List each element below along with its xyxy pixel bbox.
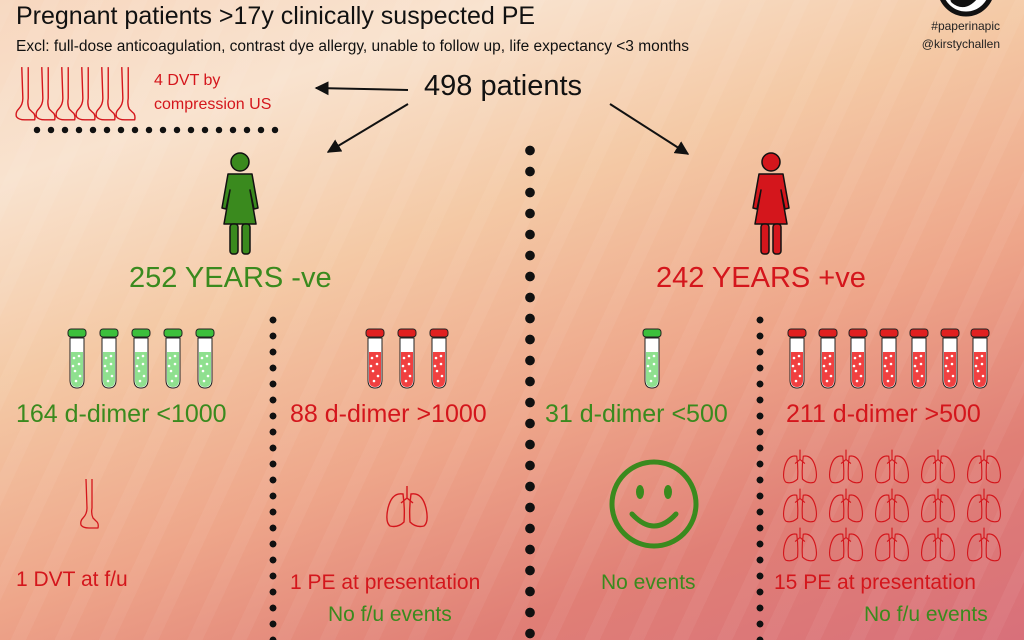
test-tube-icon <box>642 328 662 389</box>
hashtag: #paperinapic <box>931 19 1000 33</box>
lungs-icon <box>966 449 1002 484</box>
lungs-icon <box>828 488 864 523</box>
left-divider <box>269 312 277 640</box>
test-tube-icon <box>99 328 119 389</box>
dvt-excluded-line2: compression US <box>154 96 272 113</box>
lungs-icon <box>828 449 864 484</box>
total-patients: 498 patients <box>424 70 583 102</box>
excluded-divider <box>30 126 282 134</box>
test-tube-icon <box>397 328 417 389</box>
center-divider <box>524 140 536 640</box>
test-tube-icon <box>195 328 215 389</box>
test-tube-icon <box>429 328 449 389</box>
negative-high-dimer: 88 d-dimer >1000 <box>290 400 487 428</box>
test-tube-icon <box>970 328 990 389</box>
foot-icon <box>75 67 96 121</box>
author-handle: @kirstychallen <box>921 37 1000 51</box>
foot-icon <box>15 67 36 121</box>
lungs-icon <box>920 527 956 562</box>
lungs-icon <box>874 449 910 484</box>
lungs-icon <box>874 488 910 523</box>
negative-low-outcome: 1 DVT at f/u <box>16 568 128 591</box>
lungs-icon <box>828 527 864 562</box>
woman-icon <box>221 152 259 255</box>
positive-high-followup: No f/u events <box>864 603 988 626</box>
exclusion-criteria: Excl: full-dose anticoagulation, contras… <box>16 38 690 55</box>
test-tube-icon <box>818 328 837 389</box>
test-tube-icon <box>365 328 385 389</box>
foot-icon <box>95 67 116 121</box>
positive-high-outcome: 15 PE at presentation <box>774 571 976 594</box>
woman-icon <box>752 152 790 255</box>
woman-icon <box>214 152 266 256</box>
foot-icon <box>80 478 99 529</box>
lungs-icon <box>384 484 430 528</box>
lungs-icon <box>782 449 818 484</box>
foot-icon <box>35 67 56 121</box>
years-positive-label: 242 YEARS +ve <box>656 262 866 294</box>
woman-icon <box>745 152 797 256</box>
lungs-icon <box>386 486 428 528</box>
test-tube-icon <box>909 328 929 389</box>
lungs-icon <box>966 527 1002 562</box>
positive-low-outcome: No events <box>601 571 696 594</box>
lungs-icon <box>782 527 818 562</box>
test-tube-icon <box>67 328 87 389</box>
test-tube-icon <box>848 328 868 389</box>
lungs-icon <box>782 488 818 523</box>
foot-icon <box>115 67 136 121</box>
lungs-icon <box>920 449 956 484</box>
page-title: Pregnant patients >17y clinically suspec… <box>16 2 536 30</box>
positive-high-dimer: 211 d-dimer >500 <box>786 400 981 428</box>
arrow-to-positive <box>609 103 690 155</box>
feet-row <box>14 66 146 122</box>
test-tube-icon <box>879 328 898 389</box>
test-tube-icon <box>163 328 183 389</box>
dvt-excluded-line1: 4 DVT by <box>154 72 221 89</box>
smiley-icon <box>609 459 699 549</box>
foot-icon <box>72 478 106 530</box>
logo-icon <box>940 0 992 17</box>
test-tube-icon <box>131 328 151 389</box>
test-tube-icon <box>787 328 807 389</box>
years-negative-label: 252 YEARS -ve <box>129 262 332 294</box>
foot-icon <box>55 67 76 121</box>
lungs-icon <box>966 488 1002 523</box>
negative-low-dimer: 164 d-dimer <1000 <box>16 400 227 428</box>
positive-low-dimer: 31 d-dimer <500 <box>545 400 728 428</box>
negative-high-followup: No f/u events <box>328 603 452 626</box>
lungs-icon <box>920 488 956 523</box>
arrow-to-excluded <box>314 81 409 96</box>
negative-high-outcome: 1 PE at presentation <box>290 571 481 594</box>
right-divider <box>756 312 764 640</box>
lungs-grid <box>780 448 1010 562</box>
lungs-icon <box>874 527 910 562</box>
test-tube-icon <box>940 328 959 389</box>
arrow-to-negative <box>326 103 409 153</box>
